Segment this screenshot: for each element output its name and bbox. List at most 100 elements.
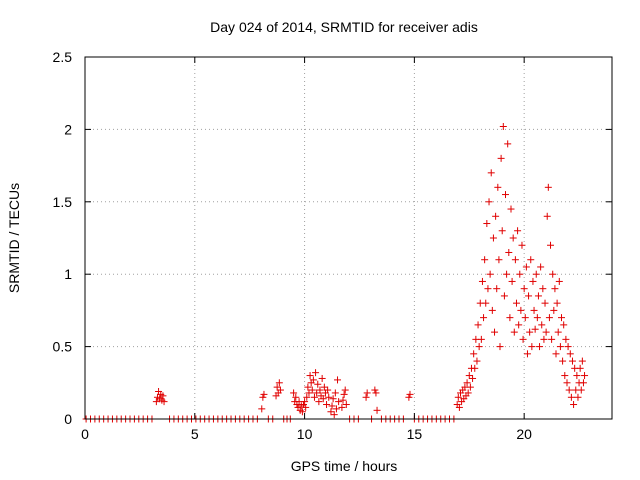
data-point: [487, 169, 495, 177]
data-point: [536, 343, 544, 351]
data-point: [482, 299, 490, 307]
x-tick-label: 20: [516, 426, 532, 442]
data-point: [511, 256, 519, 264]
x-tick-label: 10: [297, 426, 313, 442]
data-point: [493, 285, 501, 293]
data-point: [465, 372, 473, 380]
data-point: [564, 343, 572, 351]
data-point: [405, 393, 413, 401]
data-point: [497, 154, 505, 162]
data-point: [512, 299, 520, 307]
data-point: [522, 263, 530, 271]
data-point: [516, 270, 524, 278]
data-point: [553, 299, 561, 307]
data-point: [302, 403, 310, 411]
data-point: [533, 314, 541, 322]
data-point: [471, 364, 479, 372]
y-tick-label: 2.5: [53, 49, 73, 65]
data-point: [324, 386, 332, 394]
data-point: [520, 285, 528, 293]
data-point: [160, 398, 168, 406]
data-point: [328, 402, 336, 410]
data-point: [314, 380, 322, 388]
data-point: [332, 405, 340, 413]
data-point: [464, 389, 472, 397]
y-tick-label: 1.5: [53, 194, 73, 210]
data-point: [537, 263, 545, 271]
data-point: [500, 292, 508, 300]
x-tick-label: 0: [81, 426, 89, 442]
data-point: [258, 405, 266, 413]
data-point: [532, 270, 540, 278]
data-point: [483, 220, 491, 228]
data-point: [499, 123, 507, 131]
data-point: [576, 364, 584, 372]
data-point: [323, 401, 331, 409]
data-point: [550, 306, 558, 314]
data-point: [579, 379, 587, 387]
data-point: [529, 277, 537, 285]
data-point: [259, 393, 267, 401]
data-point: [523, 350, 531, 358]
data-point: [474, 321, 482, 329]
data-point: [371, 386, 379, 394]
data-point: [538, 321, 546, 329]
plot-frame: [84, 56, 613, 420]
data-point: [306, 372, 314, 380]
data-point: [556, 343, 564, 351]
chart-title: Day 024 of 2014, SRMTID for receiver adi…: [210, 19, 478, 35]
data-point: [551, 285, 559, 293]
data-point: [549, 270, 557, 278]
data-point: [545, 314, 553, 322]
data-point: [363, 389, 371, 397]
data-point: [530, 306, 538, 314]
data-point: [507, 205, 515, 213]
data-point: [298, 408, 306, 416]
data-point: [515, 321, 523, 329]
data-point: [473, 357, 481, 365]
data-point: [498, 227, 506, 235]
data-point: [373, 406, 381, 414]
data-point: [454, 393, 462, 401]
data-point: [301, 398, 309, 406]
data-point: [342, 401, 350, 409]
data-point: [463, 379, 471, 387]
data-point: [491, 328, 499, 336]
data-point: [273, 383, 281, 391]
data-point: [528, 343, 536, 351]
data-point: [331, 389, 339, 397]
data-point: [563, 379, 571, 387]
data-point: [518, 241, 526, 249]
data-point: [469, 374, 477, 382]
data-point: [475, 343, 483, 351]
data-point: [275, 379, 283, 387]
data-point: [455, 403, 463, 411]
data-point: [577, 386, 585, 394]
data-point: [362, 393, 370, 401]
data-point: [506, 314, 514, 322]
data-point: [316, 386, 324, 394]
data-point: [567, 393, 575, 401]
data-point: [578, 357, 586, 365]
data-point: [555, 277, 563, 285]
data-point: [508, 277, 516, 285]
data-point: [492, 212, 500, 220]
data-point: [505, 248, 513, 256]
gridlines: [85, 57, 612, 419]
data-point: [335, 398, 343, 406]
data-point: [470, 350, 478, 358]
data-point: [496, 343, 504, 351]
data-point: [406, 390, 414, 398]
y-axis-label: SRMTID / TECUs: [6, 183, 22, 293]
axis-ticks: 0 5 10 15 20 0 0.5 1 1.5 2 2.5: [53, 49, 612, 442]
data-point: [554, 328, 562, 336]
data-point: [574, 393, 582, 401]
data-point: [570, 401, 578, 409]
data-point: [573, 372, 581, 380]
data-point: [565, 386, 573, 394]
y-tick-label: 0.5: [53, 339, 73, 355]
data-point: [542, 328, 550, 336]
data-point: [568, 357, 576, 365]
x-axis-label: GPS time / hours: [291, 458, 398, 474]
data-point: [552, 350, 560, 358]
